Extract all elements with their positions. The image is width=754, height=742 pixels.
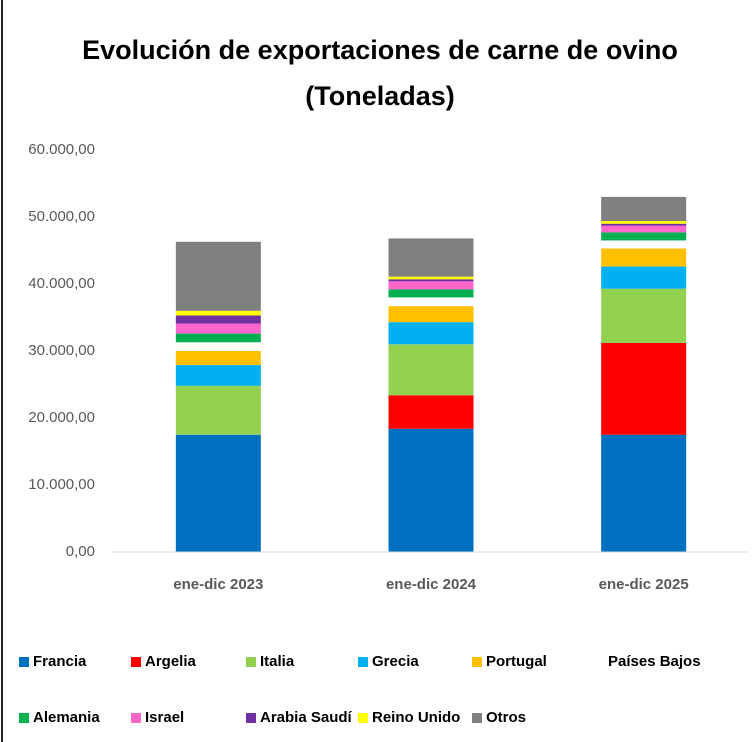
bar-segment — [175, 351, 261, 366]
bar-segment — [388, 395, 474, 429]
bar-segment — [388, 281, 474, 290]
bar-segment — [175, 385, 261, 435]
legend-swatch — [594, 657, 604, 667]
x-tick-label: ene-dic 2025 — [599, 576, 689, 593]
legend-swatch — [19, 713, 29, 723]
legend-label: Portugal — [486, 653, 547, 670]
bar-segment — [175, 434, 261, 552]
legend-swatch — [358, 713, 368, 723]
legend-swatch — [131, 713, 141, 723]
bar-segment — [388, 279, 474, 282]
bar-segment — [175, 323, 261, 334]
legend-label: Otros — [486, 709, 526, 726]
bar-segment — [388, 428, 474, 552]
bar-segment — [175, 342, 261, 351]
bar-segment — [601, 434, 687, 552]
bar-segment — [601, 248, 687, 267]
chart-title: (Toneladas) — [305, 81, 455, 111]
bar-segment — [388, 344, 474, 396]
bar-segment — [388, 238, 474, 277]
legend-label: Argelia — [145, 653, 197, 670]
legend-swatch — [472, 657, 482, 667]
legend-swatch — [131, 657, 141, 667]
bar-segment — [601, 288, 687, 343]
legend-label: Israel — [145, 709, 184, 726]
legend-swatch — [246, 657, 256, 667]
bar-segment — [601, 223, 687, 226]
y-tick-label: 10.000,00 — [28, 476, 95, 493]
bar-segment — [601, 196, 687, 222]
bar-segment — [388, 276, 474, 280]
y-tick-label: 0,00 — [66, 543, 95, 560]
bar-segment — [388, 322, 474, 345]
legend-label: Italia — [260, 653, 295, 670]
legend-label: Países Bajos — [608, 653, 701, 670]
legend-label: Alemania — [33, 709, 100, 726]
bar-segment — [601, 266, 687, 289]
x-tick-label: ene-dic 2023 — [173, 576, 263, 593]
bar-segment — [175, 241, 261, 311]
legend-label: Francia — [33, 653, 87, 670]
bar-segment — [601, 221, 687, 224]
legend-label: Arabia Saudí — [260, 709, 353, 726]
legend-swatch — [472, 713, 482, 723]
bar-segment — [388, 289, 474, 298]
bar-segment — [601, 240, 687, 249]
legend-label: Grecia — [372, 653, 419, 670]
bar-segment — [175, 315, 261, 324]
bar-segment — [601, 342, 687, 435]
y-tick-label: 20.000,00 — [28, 409, 95, 426]
y-tick-label: 60.000,00 — [28, 141, 95, 158]
bar-segment — [388, 306, 474, 323]
y-tick-label: 50.000,00 — [28, 208, 95, 225]
y-tick-label: 40.000,00 — [28, 275, 95, 292]
bar-segment — [601, 225, 687, 233]
legend-swatch — [19, 657, 29, 667]
bar-segment — [601, 232, 687, 241]
bar-segment — [175, 310, 261, 316]
x-tick-label: ene-dic 2024 — [386, 576, 477, 593]
bar-segment — [175, 333, 261, 343]
legend-swatch — [358, 657, 368, 667]
legend-label: Reino Unido — [372, 709, 460, 726]
y-tick-label: 30.000,00 — [28, 342, 95, 359]
bar-segment — [175, 365, 261, 386]
legend-swatch — [246, 713, 256, 723]
chart-title: Evolución de exportaciones de carne de o… — [82, 35, 678, 65]
bar-segment — [388, 297, 474, 307]
